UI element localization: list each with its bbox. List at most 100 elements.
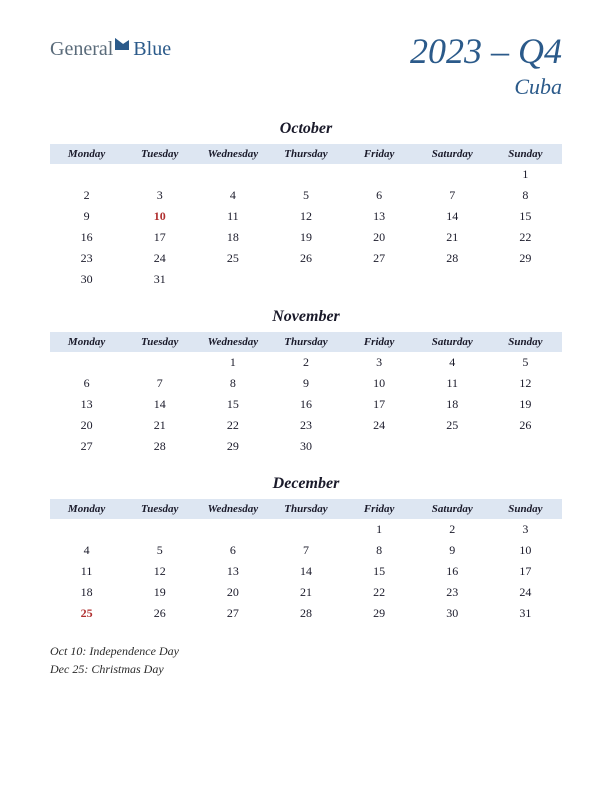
logo: General Blue (50, 38, 171, 61)
calendar-cell: 22 (343, 582, 416, 603)
calendar-cell (123, 519, 196, 540)
weekday-header: Monday (50, 332, 123, 352)
weekday-header: Tuesday (123, 332, 196, 352)
calendar-cell: 1 (489, 164, 562, 185)
weekday-header: Monday (50, 499, 123, 519)
calendar-cell: 21 (123, 415, 196, 436)
calendar-row: 18192021222324 (50, 582, 562, 603)
calendar-cell: 15 (343, 561, 416, 582)
calendar-cell: 23 (269, 415, 342, 436)
logo-text-general: General (50, 38, 113, 61)
calendar-cell: 20 (343, 227, 416, 248)
calendar-cell: 20 (50, 415, 123, 436)
calendar-row: 45678910 (50, 540, 562, 561)
calendar-cell: 3 (123, 185, 196, 206)
calendar-cell: 26 (489, 415, 562, 436)
calendar-row: 6789101112 (50, 373, 562, 394)
calendar-container: OctoberMondayTuesdayWednesdayThursdayFri… (50, 120, 562, 624)
calendar-cell: 26 (269, 248, 342, 269)
calendar-cell: 25 (196, 248, 269, 269)
calendar-cell (50, 164, 123, 185)
calendar-cell: 5 (489, 352, 562, 373)
calendar-cell: 16 (269, 394, 342, 415)
calendar-cell: 2 (269, 352, 342, 373)
calendar-cell (343, 436, 416, 457)
weekday-header: Sunday (489, 499, 562, 519)
logo-icon (113, 34, 131, 57)
calendar-cell: 11 (50, 561, 123, 582)
month-name: November (50, 308, 562, 326)
calendar-table: MondayTuesdayWednesdayThursdayFridaySatu… (50, 332, 562, 457)
calendar-row: 23242526272829 (50, 248, 562, 269)
calendar-cell: 30 (50, 269, 123, 290)
calendar-cell: 14 (416, 206, 489, 227)
calendar-cell: 18 (50, 582, 123, 603)
calendar-cell (343, 164, 416, 185)
calendar-cell: 9 (416, 540, 489, 561)
calendar-table: MondayTuesdayWednesdayThursdayFridaySatu… (50, 499, 562, 624)
month-block: October MondayTuesdayWednesdayThursdayFri… (50, 120, 562, 290)
weekday-header: Wednesday (196, 332, 269, 352)
calendar-cell: 13 (50, 394, 123, 415)
calendar-cell: 28 (416, 248, 489, 269)
calendar-row: 20212223242526 (50, 415, 562, 436)
calendar-cell: 16 (50, 227, 123, 248)
calendar-cell: 23 (50, 248, 123, 269)
calendar-cell (123, 164, 196, 185)
calendar-cell: 19 (123, 582, 196, 603)
calendar-cell: 24 (489, 582, 562, 603)
calendar-cell: 6 (196, 540, 269, 561)
holiday-list: Oct 10: Independence DayDec 25: Christma… (50, 642, 562, 678)
calendar-cell: 14 (123, 394, 196, 415)
calendar-cell: 28 (123, 436, 196, 457)
calendar-cell: 2 (416, 519, 489, 540)
calendar-cell (416, 269, 489, 290)
weekday-header: Sunday (489, 332, 562, 352)
calendar-cell: 16 (416, 561, 489, 582)
calendar-cell: 1 (196, 352, 269, 373)
calendar-cell: 21 (416, 227, 489, 248)
calendar-cell: 18 (196, 227, 269, 248)
calendar-cell: 8 (489, 185, 562, 206)
calendar-cell: 28 (269, 603, 342, 624)
calendar-row: 13141516171819 (50, 394, 562, 415)
calendar-cell: 7 (416, 185, 489, 206)
weekday-header: Friday (343, 499, 416, 519)
calendar-cell: 3 (489, 519, 562, 540)
calendar-table: MondayTuesdayWednesdayThursdayFridaySatu… (50, 144, 562, 290)
calendar-cell: 27 (50, 436, 123, 457)
calendar-cell: 19 (489, 394, 562, 415)
calendar-cell: 31 (489, 603, 562, 624)
header: General Blue 2023 – Q4 Cuba (50, 30, 562, 100)
weekday-header: Wednesday (196, 499, 269, 519)
calendar-cell: 21 (269, 582, 342, 603)
calendar-cell: 30 (416, 603, 489, 624)
calendar-cell: 17 (489, 561, 562, 582)
weekday-header: Saturday (416, 332, 489, 352)
weekday-header: Wednesday (196, 144, 269, 164)
calendar-cell: 4 (416, 352, 489, 373)
calendar-cell (416, 164, 489, 185)
calendar-cell: 24 (343, 415, 416, 436)
calendar-cell (196, 164, 269, 185)
calendar-row: 3031 (50, 269, 562, 290)
calendar-cell: 30 (269, 436, 342, 457)
calendar-cell: 10 (489, 540, 562, 561)
weekday-header: Tuesday (123, 499, 196, 519)
calendar-cell: 3 (343, 352, 416, 373)
month-name: October (50, 120, 562, 138)
calendar-cell: 24 (123, 248, 196, 269)
calendar-cell: 10 (343, 373, 416, 394)
weekday-header: Saturday (416, 499, 489, 519)
calendar-cell: 9 (269, 373, 342, 394)
calendar-cell (50, 519, 123, 540)
calendar-cell: 29 (196, 436, 269, 457)
calendar-cell: 10 (123, 206, 196, 227)
calendar-cell: 22 (489, 227, 562, 248)
calendar-cell (343, 269, 416, 290)
calendar-cell: 26 (123, 603, 196, 624)
calendar-cell: 8 (343, 540, 416, 561)
calendar-cell: 5 (269, 185, 342, 206)
calendar-cell (416, 436, 489, 457)
weekday-header: Thursday (269, 499, 342, 519)
